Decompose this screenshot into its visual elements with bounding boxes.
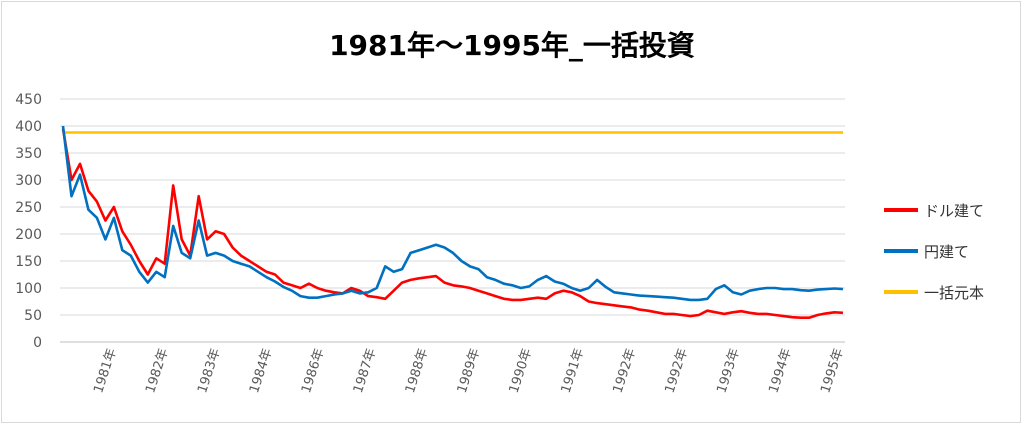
y-tick-label: 200 xyxy=(15,227,42,243)
y-tick-label: 250 xyxy=(15,200,42,216)
series-lines xyxy=(61,125,844,319)
legend: ドル建て 円建て 一括元本 xyxy=(884,200,1024,323)
y-tick-label: 450 xyxy=(15,92,42,108)
x-tick-label: 1983年 xyxy=(195,347,224,395)
x-tick-label: 1982年 xyxy=(143,347,172,395)
x-tick-label: 1992年 xyxy=(611,347,640,395)
x-tick-label: 1995年 xyxy=(818,347,847,395)
chart-title: 1981年～1995年_一括投資 xyxy=(329,29,695,62)
x-axis-ticks: 1981年 1982年 1983年 1984年 1986年 1987年 1988年 1989年… xyxy=(91,347,847,395)
y-tick-label: 300 xyxy=(15,173,42,189)
series-line xyxy=(61,125,844,302)
x-tick-label: 1988年 xyxy=(403,347,432,395)
x-tick-label: 1990年 xyxy=(507,347,536,395)
legend-label: 一括元本 xyxy=(924,283,985,302)
legend-item-yen: 円建て xyxy=(884,241,1024,261)
y-tick-label: 350 xyxy=(15,146,42,162)
legend-swatch xyxy=(884,208,918,212)
legend-swatch xyxy=(884,290,918,294)
x-tick-label: 1991年 xyxy=(559,347,588,395)
legend-item-principal: 一括元本 xyxy=(884,282,1024,302)
x-tick-label: 1993年 xyxy=(714,347,743,395)
x-tick-label: 1981年 xyxy=(91,347,120,395)
y-tick-label: 150 xyxy=(15,254,42,270)
series-line xyxy=(61,128,844,319)
x-tick-label: 1989年 xyxy=(455,347,484,395)
y-axis-ticks: 0 50 100 150 200 250 300 350 400 450 xyxy=(15,92,42,351)
y-tick-label: 400 xyxy=(15,119,42,135)
x-tick-label: 1987年 xyxy=(351,347,380,395)
gridlines xyxy=(60,98,845,343)
legend-label: 円建て xyxy=(924,242,970,261)
y-tick-label: 0 xyxy=(33,335,42,351)
legend-item-dollar: ドル建て xyxy=(884,200,1024,220)
x-tick-label: 1984年 xyxy=(247,347,276,395)
x-tick-label: 1992年 xyxy=(663,347,692,395)
y-tick-label: 50 xyxy=(24,308,42,324)
x-tick-label: 1994年 xyxy=(766,347,795,395)
legend-label: ドル建て xyxy=(924,201,985,220)
x-tick-label: 1986年 xyxy=(299,347,328,395)
legend-swatch xyxy=(884,249,918,253)
y-tick-label: 100 xyxy=(15,281,42,297)
